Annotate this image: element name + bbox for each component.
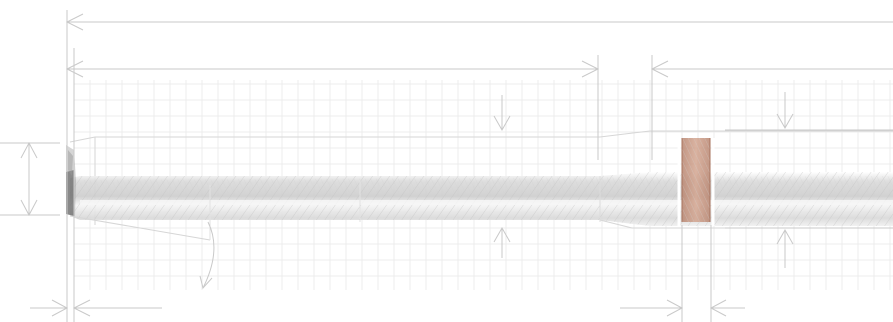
dimension-lines xyxy=(0,10,893,322)
copper-band xyxy=(677,138,715,226)
shaft-body xyxy=(69,130,893,241)
